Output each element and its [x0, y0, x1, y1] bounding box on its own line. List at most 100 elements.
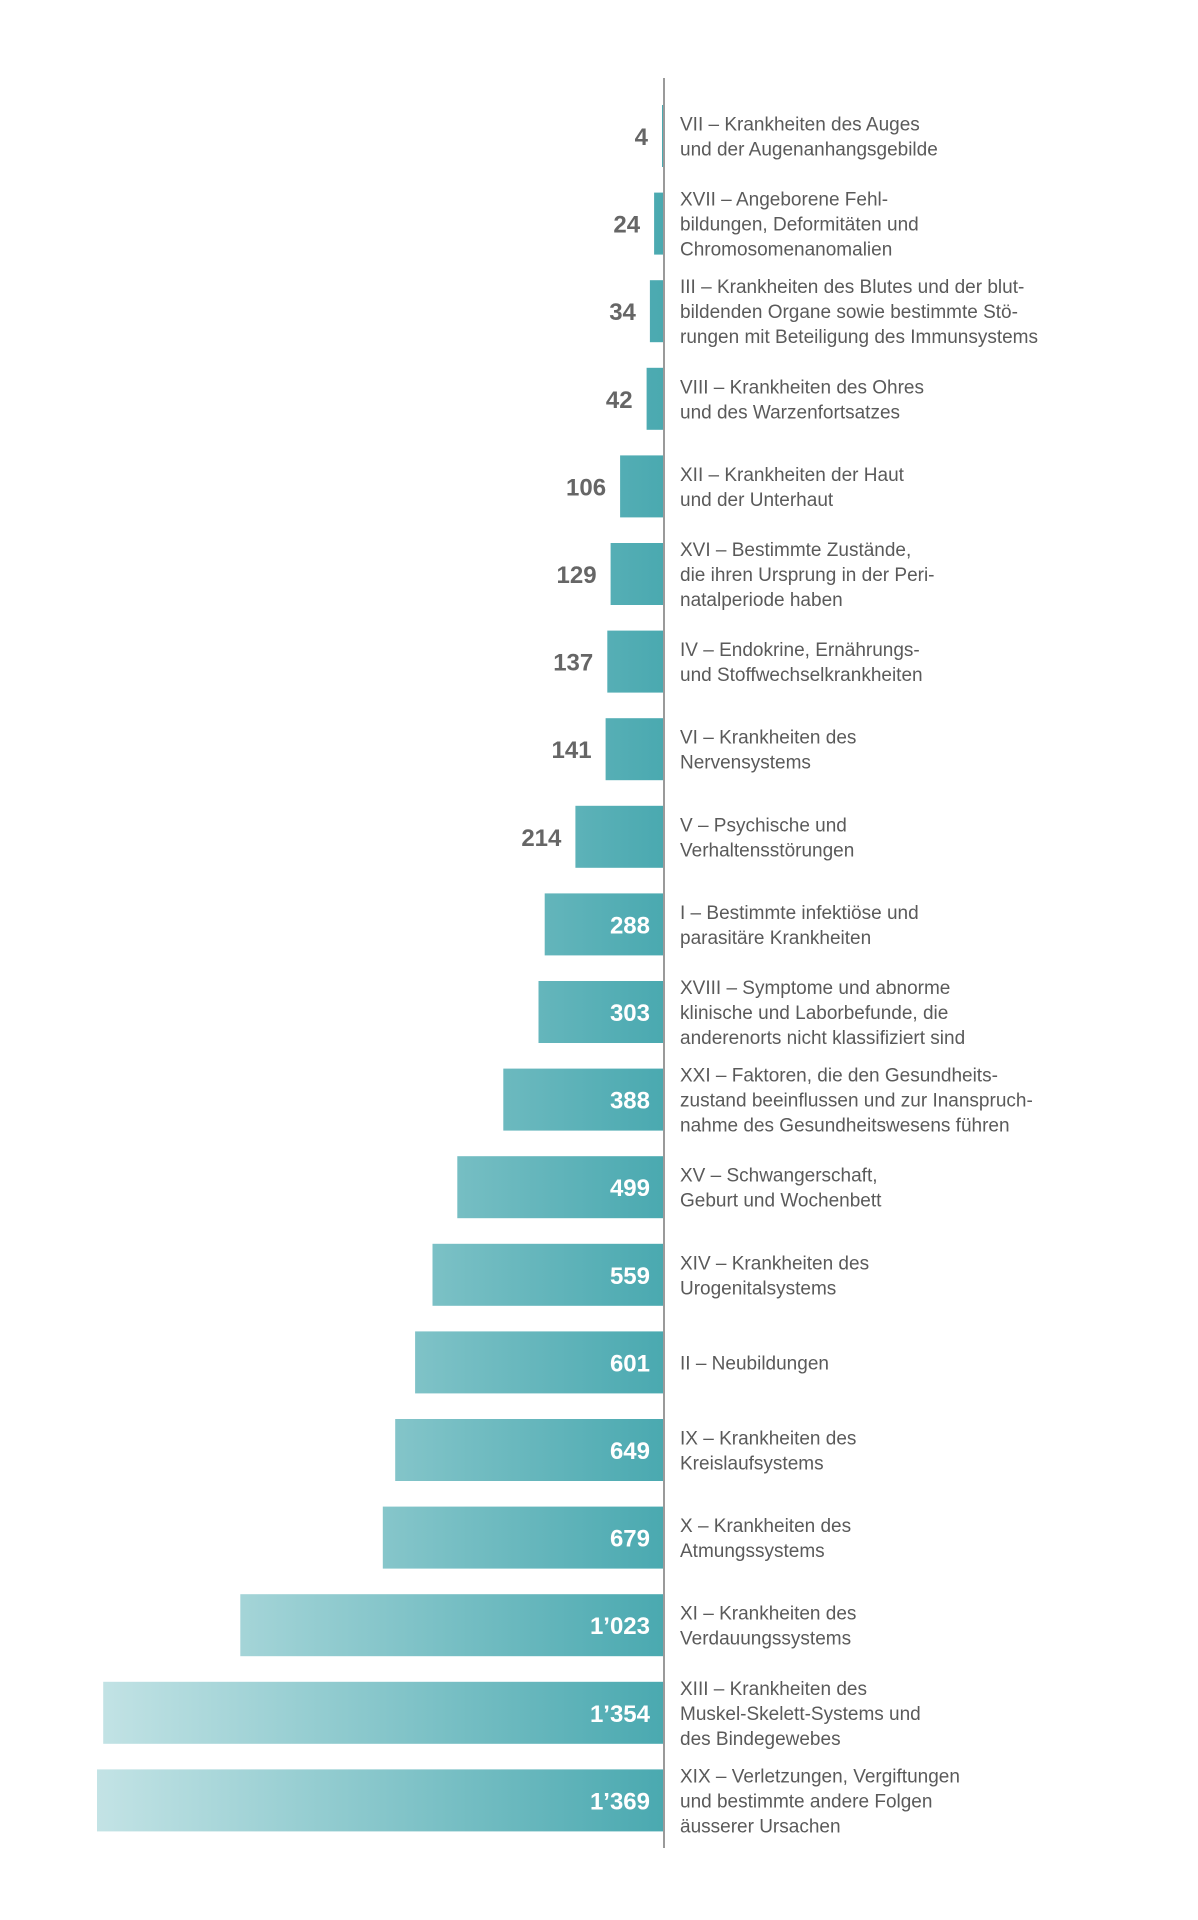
- category-label-line: Nervensystems: [680, 753, 811, 774]
- category-label: IV – Endokrine, Ernährungs-und Stoffwech…: [680, 640, 923, 686]
- category-label-line: XIV – Krankheiten des: [680, 1253, 869, 1274]
- bar-value-label: 214: [521, 825, 562, 852]
- bar-value-label: 1’369: [590, 1788, 650, 1815]
- bar-value-label: 601: [610, 1350, 650, 1377]
- category-label: I – Bestimmte infektiöse und parasitäre K…: [680, 903, 919, 949]
- bar: [607, 630, 664, 693]
- category-label-line: IX – Krankheiten des: [680, 1429, 856, 1450]
- category-label: XI – Krankheiten des Verdauungssystems: [680, 1604, 856, 1650]
- category-label-line: Kreislaufsystems: [680, 1454, 824, 1475]
- bar-value-label: 288: [610, 912, 650, 939]
- bar: [620, 455, 664, 518]
- bar-value-label: 1’354: [590, 1701, 651, 1728]
- bar-value-label: 141: [552, 737, 592, 764]
- category-label-line: des Bindegewebes: [680, 1729, 841, 1750]
- category-label-line: XVI – Bestimmte Zustände,: [680, 540, 911, 561]
- category-label-line: Verdauungssystems: [680, 1629, 851, 1650]
- bar-value-label: 1’023: [590, 1613, 650, 1640]
- category-label-line: XI – Krankheiten des: [680, 1604, 856, 1625]
- bar-value-label: 4: [635, 124, 649, 151]
- bar-value-label: 303: [610, 1000, 650, 1027]
- category-label-line: bildungen, Deformitäten und: [680, 215, 919, 236]
- category-label: XIII – Krankheiten des Muskel-Skelett-Sys…: [680, 1679, 921, 1750]
- category-label-line: zustand beeinflussen und zur Inanspruch-: [680, 1091, 1033, 1112]
- bar: [395, 1419, 664, 1481]
- category-label-line: Muskel-Skelett-Systems und: [680, 1704, 921, 1725]
- bar-value-label: 137: [553, 650, 593, 677]
- category-label: X – Krankheiten des Atmungssystems: [680, 1516, 851, 1562]
- category-label: XIV – Krankheiten des Urogenitalsystems: [680, 1253, 869, 1299]
- category-label-line: klinische und Laborbefunde, die: [680, 1003, 948, 1024]
- bar-value-label: 679: [610, 1526, 650, 1553]
- bar-value-label: 24: [613, 212, 640, 239]
- category-label-line: Urogenitalsystems: [680, 1278, 836, 1299]
- bar: [544, 893, 664, 956]
- category-label-line: und Stoffwechselkrankheiten: [680, 665, 923, 686]
- bar-value-label: 129: [557, 562, 597, 589]
- category-label-line: V – Psychische und: [680, 815, 847, 836]
- category-label-line: XVII – Angeborene Fehl-: [680, 190, 888, 211]
- category-label-line: II – Neubildungen: [680, 1353, 829, 1374]
- category-label: XV – Schwangerschaft, Geburt und Wochenbe…: [680, 1166, 882, 1212]
- bar: [649, 280, 664, 343]
- bar: [382, 1506, 664, 1569]
- bar: [457, 1156, 664, 1219]
- category-label-line: XV – Schwangerschaft,: [680, 1166, 878, 1187]
- bar: [610, 543, 664, 605]
- category-label: VII – Krankheiten des Auges und der Augen…: [680, 115, 938, 161]
- category-label: XVII – Angeborene Fehl-bildungen, Deform…: [680, 190, 919, 261]
- category-label-line: äusserer Ursachen: [680, 1816, 841, 1837]
- category-label-line: und der Unterhaut: [680, 490, 834, 511]
- bar: [646, 367, 664, 430]
- bar-value-label: 388: [610, 1088, 650, 1115]
- bar-value-label: 106: [566, 474, 606, 501]
- bar: [503, 1068, 664, 1131]
- bar-value-label: 34: [609, 299, 636, 326]
- bar: [240, 1594, 665, 1657]
- category-label-line: Atmungssystems: [680, 1541, 825, 1562]
- category-label: VIII – Krankheiten des Ohres und des Warz…: [680, 377, 924, 423]
- category-label-line: VIII – Krankheiten des Ohres: [680, 377, 924, 398]
- category-label: V – Psychische und Verhaltensstörungen: [680, 815, 854, 861]
- category-label-line: Chromosomenanomalien: [680, 240, 892, 261]
- category-label: XVIII – Symptome und abnorme klinische un…: [680, 978, 965, 1049]
- category-label-line: I – Bestimmte infektiöse und: [680, 903, 919, 924]
- bar-value-label: 649: [610, 1438, 650, 1465]
- category-label-line: III – Krankheiten des Blutes und der blu…: [680, 277, 1024, 298]
- category-label-line: XIX – Verletzungen, Vergiftungen: [680, 1766, 960, 1787]
- bar: [415, 1331, 664, 1394]
- category-label: XII – Krankheiten der Haut und der Unterh…: [680, 465, 905, 511]
- category-label: IX – Krankheiten des Kreislaufsystems: [680, 1429, 856, 1475]
- category-label: XIX – Verletzungen, Vergiftungen und best…: [680, 1766, 960, 1837]
- bar: [654, 192, 664, 255]
- category-label-line: anderenorts nicht klassifiziert sind: [680, 1028, 965, 1049]
- category-label: VI – Krankheiten des Nervensystems: [680, 728, 856, 774]
- category-label-line: VII – Krankheiten des Auges: [680, 115, 920, 136]
- bar: [605, 718, 664, 781]
- category-label: XXI – Faktoren, die den Gesundheits-zust…: [680, 1066, 1033, 1137]
- category-label: II – Neubildungen: [680, 1353, 829, 1374]
- category-label-line: rungen mit Beteiligung des Immunsystems: [680, 327, 1038, 348]
- bar: [432, 1243, 664, 1306]
- category-label-line: XVIII – Symptome und abnorme: [680, 978, 950, 999]
- category-label-line: XXI – Faktoren, die den Gesundheits-: [680, 1066, 998, 1087]
- category-label-line: und der Augenanhangsgebilde: [680, 140, 938, 161]
- category-label: XVI – Bestimmte Zustände, die ihren Urspr…: [680, 540, 935, 611]
- category-label-line: die ihren Ursprung in der Peri-: [680, 565, 935, 586]
- category-label-line: bildenden Organe sowie bestimmte Stö-: [680, 302, 1018, 323]
- bar-value-label: 559: [610, 1263, 650, 1290]
- category-label: III – Krankheiten des Blutes und der blu…: [680, 277, 1038, 348]
- category-label-line: parasitäre Krankheiten: [680, 928, 871, 949]
- category-label-line: natalperiode haben: [680, 590, 843, 611]
- category-label-line: und des Warzenfortsatzes: [680, 402, 900, 423]
- bar: [97, 1769, 664, 1832]
- bar: [103, 1681, 664, 1744]
- category-label-line: XII – Krankheiten der Haut: [680, 465, 905, 486]
- category-label-line: Geburt und Wochenbett: [680, 1191, 882, 1212]
- bar: [575, 805, 664, 868]
- category-label-line: Verhaltensstörungen: [680, 840, 854, 861]
- category-label-line: IV – Endokrine, Ernährungs-: [680, 640, 920, 661]
- bar-value-label: 42: [606, 387, 633, 414]
